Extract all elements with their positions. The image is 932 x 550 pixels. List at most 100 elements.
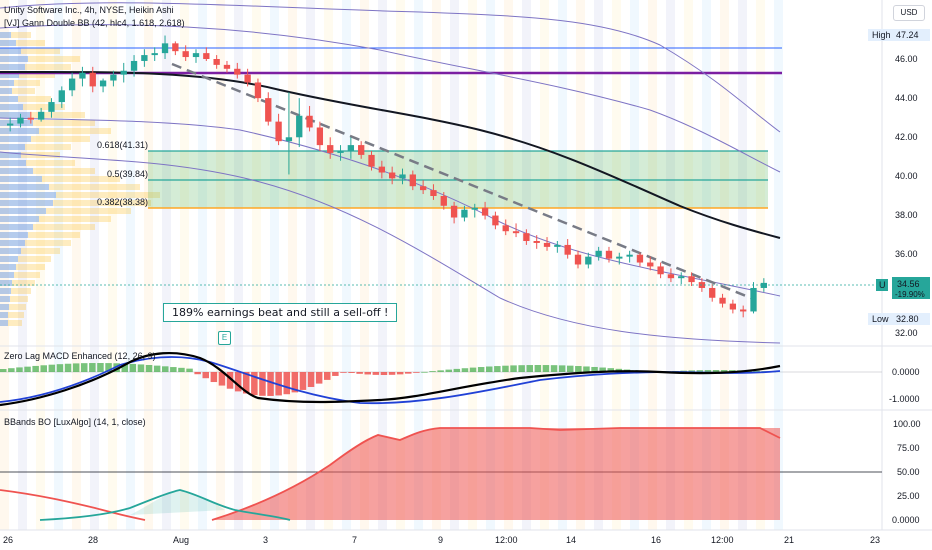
macd-histogram-bar xyxy=(170,367,177,372)
profile-bar-blue xyxy=(0,136,31,142)
time-tick: 12:00 xyxy=(711,535,734,545)
price-tick: 44.00 xyxy=(895,93,918,103)
candle-body xyxy=(626,254,633,257)
session-stripe xyxy=(756,0,765,530)
candle-body xyxy=(605,250,613,259)
high-value: 47.24 xyxy=(896,30,919,40)
currency-button[interactable]: USD xyxy=(893,5,925,21)
session-stripe xyxy=(630,0,639,530)
profile-bar-yellow xyxy=(8,320,22,326)
macd-histogram-bar xyxy=(753,370,760,372)
candle-body xyxy=(141,55,148,61)
macd-histogram-bar xyxy=(81,363,88,372)
price-axis[interactable]: 46.00 44.00 42.00 40.00 38.00 36.00 32.0… xyxy=(895,54,918,338)
session-stripe xyxy=(684,0,693,530)
session-stripe xyxy=(342,0,351,530)
candle-body xyxy=(244,74,251,83)
profile-bar-yellow xyxy=(33,120,95,126)
last-change: -19.90% xyxy=(895,290,925,299)
session-stripe xyxy=(72,0,81,530)
profile-bar-yellow xyxy=(23,104,65,110)
indicator-legend[interactable]: [VJ] Gann Double BB (42, hlc4, 1.618, 2.… xyxy=(4,18,185,28)
annotation-callout[interactable]: 189% earnings beat and still a sell-off … xyxy=(163,303,398,322)
macd-histogram-bar xyxy=(178,367,185,372)
bbands-tick: 25.00 xyxy=(897,491,920,501)
candle-body xyxy=(585,256,592,265)
profile-bar-blue xyxy=(0,312,8,318)
candle-body xyxy=(285,137,293,142)
candle-body xyxy=(419,186,427,191)
session-stripe xyxy=(378,0,387,530)
candle-body xyxy=(192,53,200,58)
profile-bar-yellow xyxy=(28,232,80,238)
session-stripe xyxy=(738,0,747,530)
macd-histogram-bar xyxy=(477,367,485,372)
candle-body xyxy=(347,145,355,151)
time-axis[interactable]: 26 28 Aug 3 7 9 12:00 14 16 12:00 21 23 xyxy=(3,535,880,545)
candle-body xyxy=(729,303,737,310)
candle-body xyxy=(99,80,107,87)
price-tick: 46.00 xyxy=(895,54,918,64)
candle-body xyxy=(213,59,220,65)
candle-body xyxy=(564,244,571,255)
macd-histogram-bar xyxy=(526,365,533,372)
bbands-legend[interactable]: BBands BO [LuxAlgo] (14, 1, close) xyxy=(4,417,146,427)
profile-bar-yellow xyxy=(11,288,31,294)
profile-bar-yellow xyxy=(18,256,51,262)
profile-bar-blue xyxy=(0,32,11,38)
candle-body xyxy=(595,250,602,257)
macd-histogram-bar xyxy=(348,372,355,373)
candle-body xyxy=(616,256,623,259)
profile-bar-blue xyxy=(0,48,21,54)
profile-bar-blue xyxy=(0,192,56,198)
profile-bar-yellow xyxy=(25,240,71,246)
candle-body xyxy=(89,72,96,87)
session-stripe xyxy=(540,0,549,530)
session-stripe xyxy=(234,0,243,530)
time-tick: 9 xyxy=(438,535,443,545)
profile-bar-yellow xyxy=(21,248,60,254)
session-stripe xyxy=(450,0,459,530)
bbands-tick: 0.0000 xyxy=(892,515,920,525)
macd-histogram-bar xyxy=(542,365,550,372)
macd-histogram-bar xyxy=(688,370,695,372)
session-stripe xyxy=(468,0,477,530)
macd-legend[interactable]: Zero Lag MACD Enhanced (12, 26, 9) xyxy=(4,351,156,361)
candle-body xyxy=(533,241,540,243)
macd-histogram-bar xyxy=(356,372,363,374)
price-tick: 36.00 xyxy=(895,249,918,259)
earnings-marker[interactable]: E xyxy=(218,331,231,345)
macd-histogram-bar xyxy=(267,372,274,396)
session-stripe xyxy=(90,0,99,530)
macd-histogram-bar xyxy=(283,372,290,395)
profile-bar-yellow xyxy=(39,216,111,222)
macd-histogram-bar xyxy=(194,372,201,375)
macd-histogram-bar xyxy=(72,363,80,372)
session-stripe xyxy=(774,0,783,530)
macd-histogram-bar xyxy=(48,364,56,372)
time-tick: 21 xyxy=(784,535,794,545)
profile-bar-yellow xyxy=(18,96,51,102)
profile-bar-blue xyxy=(0,128,39,134)
candle-body xyxy=(316,127,324,146)
macd-histogram-bar xyxy=(364,372,371,375)
profile-bar-blue xyxy=(0,224,33,230)
profile-bar-blue xyxy=(0,80,14,86)
macd-histogram-bar xyxy=(550,365,558,372)
candle-body xyxy=(430,190,437,196)
candle-body xyxy=(27,117,34,120)
last-price: 34.56 xyxy=(897,279,920,289)
macd-histogram-bar xyxy=(340,372,347,373)
session-stripe xyxy=(18,0,27,530)
profile-bar-yellow xyxy=(28,56,80,62)
macd-histogram-bar xyxy=(234,372,242,392)
macd-histogram-bar xyxy=(372,372,380,375)
bbands-fill-early xyxy=(130,490,225,515)
macd-histogram-bar xyxy=(259,372,266,396)
candle-body xyxy=(688,276,695,283)
profile-bar-blue xyxy=(0,304,9,310)
candle-body xyxy=(554,244,561,247)
candle-body xyxy=(399,174,406,179)
profile-bar-blue xyxy=(0,40,16,46)
